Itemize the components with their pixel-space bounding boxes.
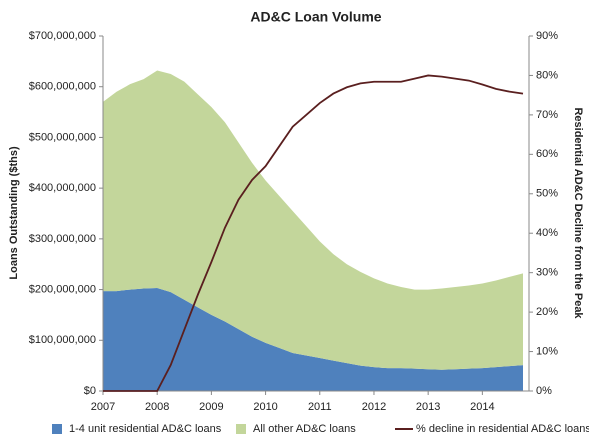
y-axis-title: Loans Outstanding ($ths) — [8, 146, 20, 280]
y-tick-label: $200,000,000 — [29, 283, 96, 295]
x-tick-label: 2010 — [253, 401, 277, 413]
y2-tick-label: 20% — [536, 306, 558, 318]
legend-label: 1-4 unit residential AD&C loans — [69, 423, 222, 435]
y2-tick-label: 60% — [536, 148, 558, 160]
x-tick-label: 2007 — [91, 401, 115, 413]
x-tick-label: 2011 — [308, 401, 332, 413]
y2-tick-label: 50% — [536, 188, 558, 200]
y-tick-label: $0 — [84, 385, 96, 397]
legend-label: % decline in residential AD&C loans — [416, 423, 589, 435]
y2-tick-label: 40% — [536, 227, 558, 239]
y-tick-label: $400,000,000 — [29, 182, 96, 194]
x-tick-label: 2008 — [145, 401, 169, 413]
y2-tick-label: 90% — [536, 30, 558, 42]
y2-tick-label: 80% — [536, 69, 558, 81]
chart-title: AD&C Loan Volume — [250, 9, 381, 25]
y-tick-label: $500,000,000 — [29, 131, 96, 143]
y2-tick-label: 70% — [536, 109, 558, 121]
legend-swatch — [236, 424, 246, 434]
y2-tick-label: 0% — [536, 385, 552, 397]
y2-tick-label: 10% — [536, 345, 558, 357]
x-tick-label: 2012 — [362, 401, 386, 413]
area — [103, 288, 523, 391]
legend-swatch — [52, 424, 62, 434]
area — [103, 70, 523, 370]
y-tick-label: $700,000,000 — [29, 30, 96, 42]
y2-tick-label: 30% — [536, 267, 558, 279]
y-tick-label: $100,000,000 — [29, 334, 96, 346]
y2-axis-title: Residential AD&C Decline from the Peak — [572, 107, 584, 319]
legend-label: All other AD&C loans — [253, 423, 356, 435]
y-tick-label: $300,000,000 — [29, 233, 96, 245]
line — [103, 74, 524, 392]
x-tick-label: 2013 — [416, 401, 440, 413]
y-tick-label: $600,000,000 — [29, 81, 96, 93]
x-tick-label: 2009 — [199, 401, 223, 413]
x-tick-label: 2014 — [470, 401, 494, 413]
